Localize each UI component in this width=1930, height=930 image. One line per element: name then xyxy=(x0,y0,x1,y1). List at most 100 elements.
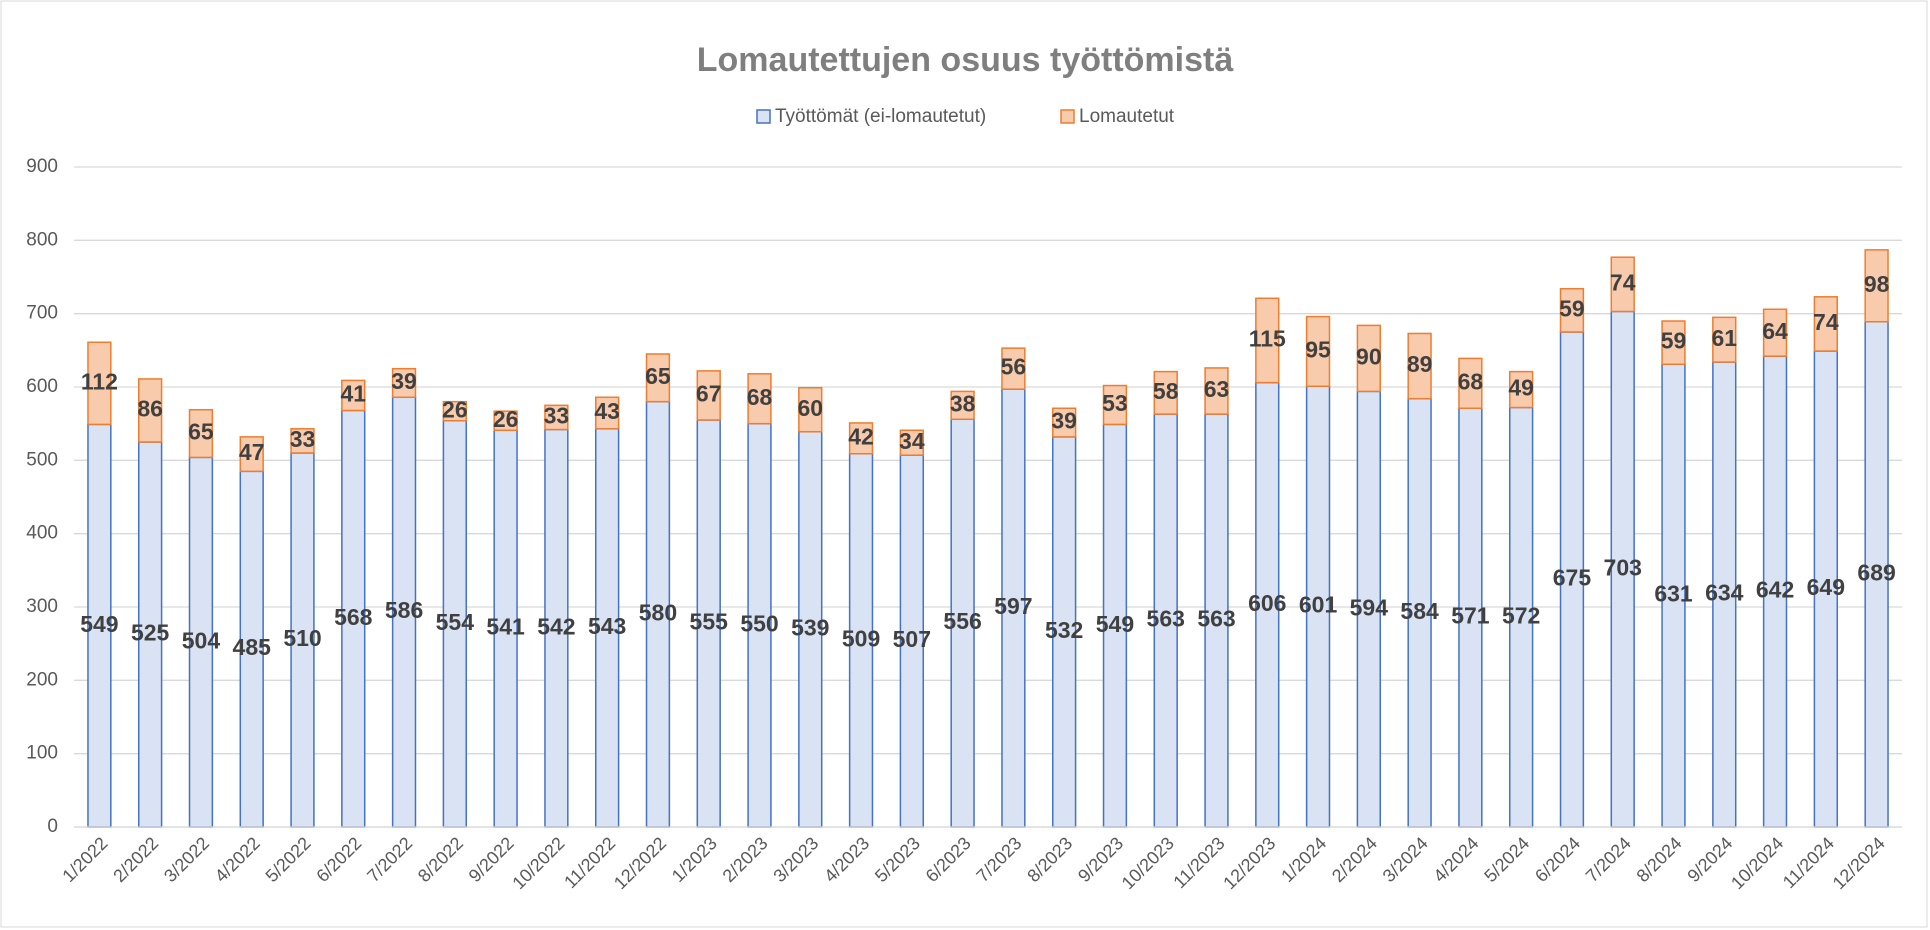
bar-segment xyxy=(645,353,671,403)
data-label: 543 xyxy=(588,613,626,639)
data-label: 549 xyxy=(80,611,118,637)
data-label: 555 xyxy=(690,609,729,635)
bar-segment xyxy=(1712,316,1737,363)
data-label: 95 xyxy=(1305,337,1331,363)
data-label: 47 xyxy=(239,439,265,465)
bar-segment xyxy=(1458,357,1483,410)
data-label: 642 xyxy=(1756,577,1794,603)
data-label: 649 xyxy=(1807,574,1845,600)
y-tick-label: 300 xyxy=(26,596,58,617)
data-label: 606 xyxy=(1248,590,1286,616)
data-label: 507 xyxy=(893,626,931,652)
bar-segment xyxy=(137,378,163,443)
data-label: 49 xyxy=(1508,375,1534,401)
data-label: 42 xyxy=(848,423,874,449)
bar-segment xyxy=(442,400,468,422)
data-label: 41 xyxy=(340,381,366,407)
data-label: 53 xyxy=(1102,390,1128,416)
bar-segment xyxy=(1864,249,1889,323)
data-label: 509 xyxy=(842,625,880,651)
data-label: 601 xyxy=(1299,592,1338,618)
data-label: 594 xyxy=(1350,594,1389,620)
bar-segment xyxy=(848,422,874,455)
bar-segment xyxy=(798,386,823,433)
data-label: 39 xyxy=(391,368,417,394)
data-label: 33 xyxy=(544,403,570,429)
bar-segment xyxy=(1305,315,1331,388)
data-label: 563 xyxy=(1197,606,1235,632)
y-tick-label: 900 xyxy=(26,156,58,177)
y-tick-label: 200 xyxy=(26,669,58,690)
data-label: 65 xyxy=(645,363,671,389)
legend-swatch xyxy=(1060,109,1075,124)
data-label: 510 xyxy=(283,625,321,651)
data-label: 504 xyxy=(182,627,221,653)
data-label: 584 xyxy=(1400,598,1439,624)
data-label: 65 xyxy=(188,419,214,445)
data-label: 98 xyxy=(1864,271,1890,297)
data-label: 67 xyxy=(696,381,722,407)
bar-segment xyxy=(1813,296,1839,352)
legend-label: Lomautetut xyxy=(1079,106,1175,127)
bar-segment xyxy=(87,341,112,426)
data-label: 59 xyxy=(1559,295,1585,321)
y-tick-label: 600 xyxy=(26,376,58,397)
data-label: 68 xyxy=(747,384,773,410)
data-label: 38 xyxy=(950,390,976,416)
data-label: 634 xyxy=(1705,580,1744,606)
bar-segment xyxy=(594,396,620,430)
bar-segment xyxy=(1153,370,1178,415)
y-tick-label: 0 xyxy=(47,816,58,837)
bar-segment xyxy=(1051,407,1077,438)
data-label: 689 xyxy=(1857,559,1895,585)
data-label: 26 xyxy=(442,396,468,422)
data-label: 485 xyxy=(233,634,272,660)
data-label: 58 xyxy=(1153,378,1179,404)
data-label: 39 xyxy=(1051,408,1077,434)
data-label: 63 xyxy=(1204,376,1230,402)
bar-segment xyxy=(1661,320,1686,366)
data-label: 586 xyxy=(385,597,423,623)
data-label: 539 xyxy=(791,614,829,640)
bar-segment xyxy=(544,404,569,431)
data-label: 89 xyxy=(1407,351,1433,377)
data-label: 61 xyxy=(1711,325,1737,351)
data-label: 631 xyxy=(1654,581,1693,607)
data-label: 59 xyxy=(1661,328,1687,354)
data-label: 532 xyxy=(1045,617,1083,643)
data-label: 56 xyxy=(1001,354,1027,380)
bar-segment xyxy=(1508,370,1534,409)
bar-segment xyxy=(696,370,721,421)
bar-segment xyxy=(1001,347,1026,390)
data-label: 549 xyxy=(1096,611,1134,637)
bar-segment xyxy=(391,367,417,399)
data-label: 74 xyxy=(1610,269,1636,295)
bar-segment xyxy=(1610,256,1635,313)
data-label: 571 xyxy=(1451,603,1490,629)
data-label: 115 xyxy=(1249,326,1286,352)
data-label: 580 xyxy=(639,599,677,625)
data-label: 703 xyxy=(1604,554,1642,580)
y-tick-label: 500 xyxy=(26,449,58,470)
y-tick-label: 700 xyxy=(26,303,58,324)
y-tick-label: 100 xyxy=(26,743,58,764)
data-label: 597 xyxy=(994,593,1032,619)
data-label: 43 xyxy=(594,398,620,424)
data-label: 33 xyxy=(290,426,316,452)
data-label: 90 xyxy=(1356,343,1382,369)
bar-segment xyxy=(747,373,772,425)
bar-segment xyxy=(1255,297,1280,384)
bar-segment xyxy=(341,379,366,412)
data-label: 572 xyxy=(1502,602,1540,628)
data-label: 675 xyxy=(1553,565,1592,591)
bar-segment xyxy=(899,429,925,456)
bar-segment xyxy=(1102,384,1128,426)
bar-segment xyxy=(1762,308,1788,357)
data-label: 34 xyxy=(899,428,925,454)
bar-segment xyxy=(493,410,518,432)
bar-segment xyxy=(1204,367,1229,415)
legend-swatch xyxy=(756,109,771,124)
bar-segment xyxy=(1559,287,1585,333)
bar-segment xyxy=(188,408,214,459)
